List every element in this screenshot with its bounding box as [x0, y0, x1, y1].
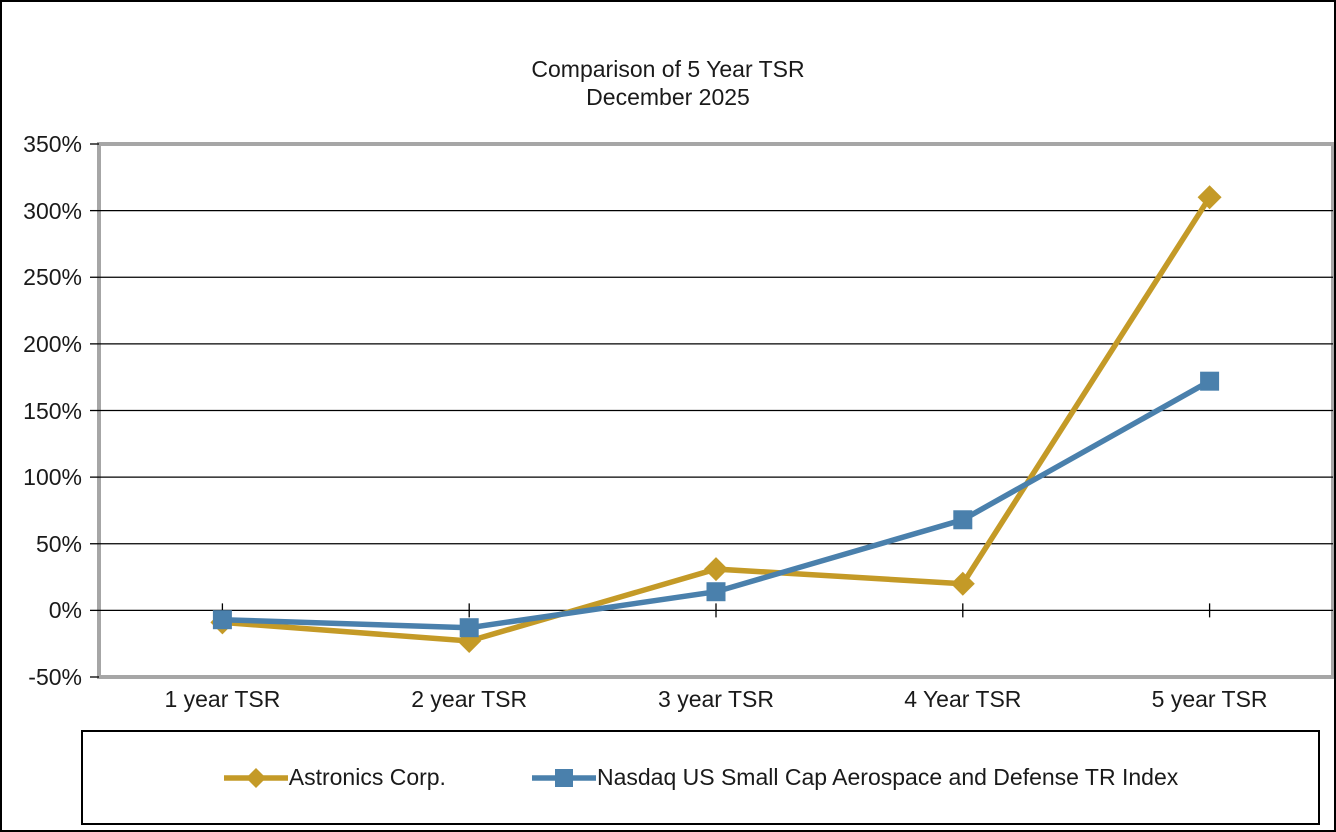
y-axis-tick-label: 50%	[35, 530, 82, 557]
y-axis-tick-label: 0%	[48, 597, 82, 624]
data-point-square	[1200, 371, 1220, 391]
data-point-diamond	[1197, 185, 1222, 210]
legend-item-astronics: Astronics Corp.	[223, 764, 446, 791]
data-point-square	[212, 610, 232, 630]
data-point-square	[706, 582, 726, 602]
chart-title: Comparison of 5 Year TSR December 2025	[2, 55, 1334, 111]
x-axis-category-label: 2 year TSR	[411, 686, 528, 712]
chart-title-line2: December 2025	[586, 84, 750, 110]
data-point-diamond	[704, 557, 728, 582]
x-axis-category-label: 5 year TSR	[1151, 686, 1268, 712]
y-axis-tick-label: -50%	[28, 664, 82, 690]
y-axis-tick-label: 350%	[23, 131, 82, 157]
x-axis-category-label: 1 year TSR	[164, 686, 281, 712]
data-point-diamond	[950, 571, 975, 596]
y-axis-tick-label: 100%	[23, 464, 82, 491]
legend-label-astronics: Astronics Corp.	[288, 764, 446, 790]
data-point-square	[953, 510, 973, 530]
x-axis-category-label: 3 year TSR	[658, 686, 774, 712]
y-axis-tick-label: 250%	[23, 264, 82, 291]
x-axis-category-label: 4 Year TSR	[904, 686, 1022, 712]
legend-marker-nasdaq-square-icon	[531, 768, 596, 787]
y-axis-tick-label: 300%	[23, 197, 82, 224]
legend: Astronics Corp. Nasdaq US Small Cap Aero…	[81, 730, 1320, 825]
chart-title-line1: Comparison of 5 Year TSR	[531, 56, 805, 82]
y-axis-tick-label: 150%	[23, 397, 82, 424]
legend-item-nasdaq-index: Nasdaq US Small Cap Aerospace and Defens…	[531, 764, 1178, 791]
y-axis-tick-label: 200%	[23, 330, 82, 357]
legend-marker-astronics-diamond-icon	[223, 767, 288, 788]
data-point-square	[459, 618, 479, 638]
legend-label-nasdaq-index: Nasdaq US Small Cap Aerospace and Defens…	[596, 764, 1179, 790]
